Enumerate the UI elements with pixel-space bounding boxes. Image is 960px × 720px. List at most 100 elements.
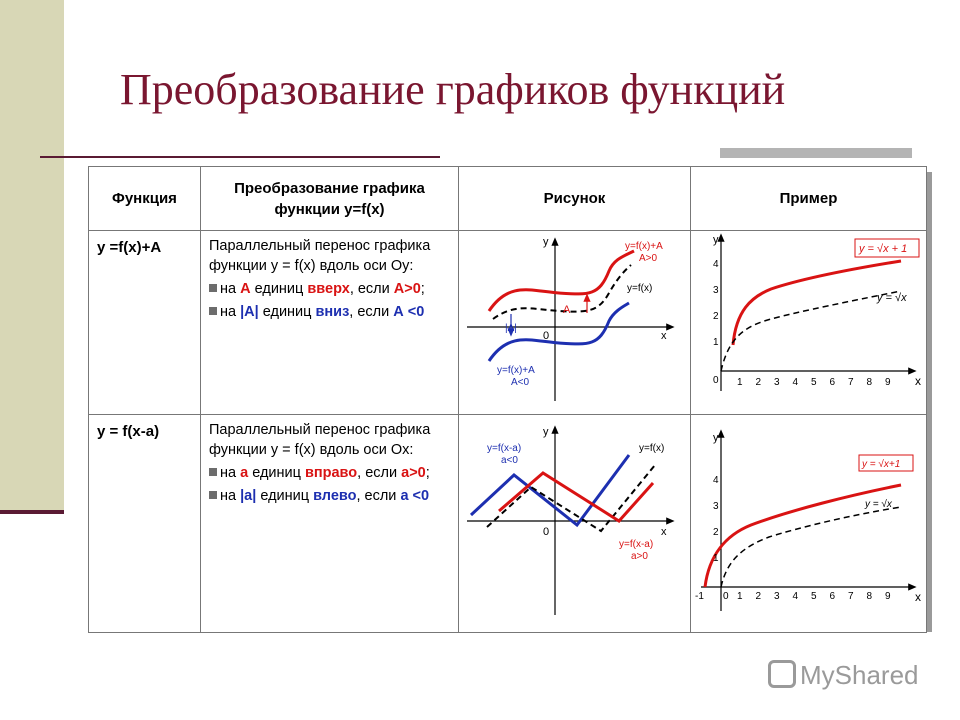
origin-label: 0 (543, 330, 549, 342)
x-tick-label: 4 (793, 591, 799, 602)
y-tick-label: 1 (713, 553, 719, 564)
side-decoration (0, 0, 64, 512)
shifted-down-condition: A<0 (511, 377, 530, 388)
base-label: y=f(x) (639, 443, 664, 454)
table-header-row: Функция Преобразование графика функции y… (88, 166, 927, 231)
x-axis-label: x (661, 526, 667, 538)
x-tick-label: 5 (811, 377, 817, 388)
example-x-label: x (915, 590, 921, 604)
shifted-right-curve (498, 471, 655, 523)
shifted-up-curve (487, 249, 635, 312)
x-tick-label: 3 (774, 377, 780, 388)
x-tick-label: 6 (830, 591, 836, 602)
example-y-ticks: 1 2 3 4 (713, 475, 719, 564)
x-tick-label: 5 (811, 591, 817, 602)
x-tick-label: 1 (737, 377, 743, 388)
example-x-ticks: 1 2 3 4 5 6 7 8 9 (737, 377, 891, 388)
function-formula: y = f(x-a) (88, 414, 201, 633)
header-picture: Рисунок (458, 166, 691, 231)
example-cell: y x 0 1 2 3 4 1 2 3 4 5 6 7 8 9 y = √x + 1 y = √x (690, 230, 927, 415)
title-accent-bar (720, 148, 912, 158)
transform-table: Функция Преобразование графика функции y… (88, 166, 927, 633)
x-tick-label: 1 (737, 591, 743, 602)
example-x-label: x (915, 374, 921, 388)
slide-title: Преобразование графиков функций (120, 65, 786, 114)
side-divider (0, 510, 64, 514)
square-bullet-icon (209, 468, 217, 476)
title-underline (40, 156, 440, 158)
shifted-right-label: y=f(x-a) (619, 539, 653, 550)
x-tick-label: 8 (867, 377, 873, 388)
shifted-left-label: y=f(x-a) (487, 443, 521, 454)
example-formula-base: y = √x (864, 498, 893, 510)
picture-cell: y x 0 y=f(x-a) a<0 y=f(x) y=f(x-a) a>0 (458, 414, 691, 633)
formula-box (854, 238, 920, 258)
origin-label: 0 (543, 526, 549, 538)
shift-a-label: A (563, 304, 571, 316)
example-origin-label: 0 (723, 591, 729, 602)
example-x-ticks: 1 2 3 4 5 6 7 8 9 (737, 591, 891, 602)
shifted-right-condition: a>0 (631, 551, 648, 562)
example-y-ticks: 1 2 3 4 (713, 259, 719, 348)
shifted-left-condition: a<0 (501, 455, 518, 466)
shifted-left-curve (469, 454, 631, 528)
x-tick-label: 6 (830, 377, 836, 388)
bullet-left: на |а| единиц влево, если а <0 (209, 486, 454, 506)
x-tick-label: 3 (774, 591, 780, 602)
transformation-description: Параллельный перенос графика функции y =… (200, 414, 459, 633)
shifted-down-curve (487, 301, 630, 362)
table-row: y = f(x-a) Параллельный перенос графика … (88, 414, 927, 633)
example-formula-base: y = √x (876, 292, 907, 304)
header-example: Пример (690, 166, 927, 231)
x-tick-label: 9 (885, 591, 891, 602)
x-axis-label: x (661, 330, 667, 342)
x-tick-label: 9 (885, 377, 891, 388)
example-vertical-graph: y x 0 1 2 3 4 1 2 3 4 5 6 7 8 9 y = √x + 1 y = √x (713, 233, 921, 391)
x-tick-label: 7 (848, 377, 854, 388)
x-tick-label: 8 (867, 591, 873, 602)
square-bullet-icon (209, 284, 217, 292)
bullet-down: на |А| единиц вниз, если А <0 (209, 302, 454, 322)
function-formula: y =f(x)+A (88, 230, 201, 415)
x-tick-label: 4 (793, 377, 799, 388)
example-base-curve (720, 506, 902, 588)
example-origin-label: 0 (713, 375, 719, 386)
y-tick-label: 2 (713, 311, 719, 322)
x-tick-label: 7 (848, 591, 854, 602)
example-cell: y x 0 -1 1 2 3 4 1 2 3 4 5 6 7 8 9 y = √x+1 y = √x (690, 414, 927, 633)
y-axis-label: y (543, 426, 549, 438)
y-tick-label: 1 (713, 337, 719, 348)
example-neg-tick: -1 (695, 591, 704, 602)
example-shifted-curve (731, 259, 902, 346)
myshared-logo-icon (768, 660, 796, 688)
square-bullet-icon (209, 491, 217, 499)
y-axis-label: y (543, 236, 549, 248)
example-formula-shifted: y = √x + 1 (858, 243, 907, 255)
bullet-right: на а единиц вправо, если а>0; (209, 463, 454, 483)
shifted-up-label: y=f(x)+A (625, 241, 663, 252)
shifted-down-label: y=f(x)+A (497, 365, 535, 376)
base-label: y=f(x) (627, 283, 652, 294)
shift-abs-a-label: |A| (505, 323, 517, 334)
y-tick-label: 3 (713, 501, 719, 512)
vertical-shift-figure: y x 0 y=f(x)+A A>0 y=f(x) A |A| y=f(x)+A… (467, 236, 675, 401)
shifted-up-condition: A>0 (639, 253, 658, 264)
header-transformation: Преобразование графика функции y=f(x) (200, 166, 459, 231)
header-function: Функция (88, 166, 201, 231)
y-tick-label: 4 (713, 259, 719, 270)
example-shifted-curve (703, 483, 902, 588)
example-y-label: y (713, 234, 719, 246)
x-tick-label: 2 (756, 591, 762, 602)
bullet-up: на А единиц вверх, если А>0; (209, 279, 454, 299)
watermark-text: MyShared (800, 660, 919, 690)
example-y-label: y (713, 432, 719, 444)
watermark: MyShared (768, 660, 919, 691)
example-horizontal-graph: y x 0 -1 1 2 3 4 1 2 3 4 5 6 7 8 9 y = √x+1 y = √x (695, 429, 921, 611)
square-bullet-icon (209, 307, 217, 315)
transformation-description: Параллельный перенос графика функции y =… (200, 230, 459, 415)
description-intro: Параллельный перенос графика функции y =… (209, 238, 431, 274)
table-row: y =f(x)+A Параллельный перенос графика ф… (88, 230, 927, 415)
example-formula-shifted: y = √x+1 (861, 458, 900, 470)
formula-box (858, 454, 914, 472)
base-curve (486, 464, 656, 533)
